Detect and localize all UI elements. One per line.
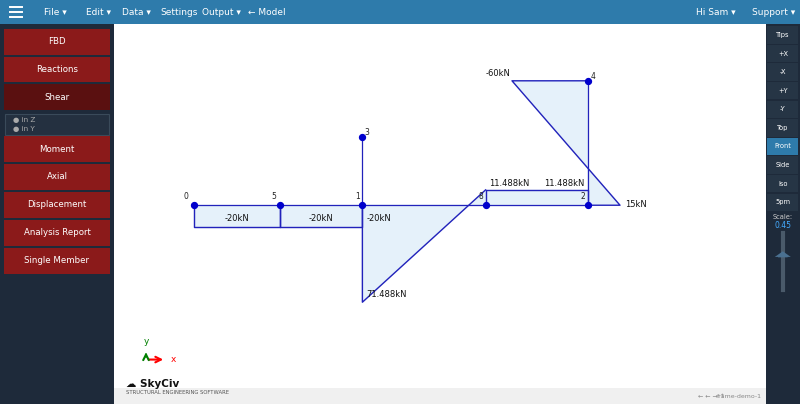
Text: Output ▾: Output ▾ bbox=[202, 8, 241, 17]
Polygon shape bbox=[280, 205, 362, 227]
Text: y: y bbox=[143, 337, 149, 346]
FancyBboxPatch shape bbox=[4, 192, 110, 218]
FancyBboxPatch shape bbox=[767, 63, 798, 81]
Text: 11.488kN: 11.488kN bbox=[489, 179, 529, 188]
Point bbox=[187, 202, 200, 208]
Text: File ▾: File ▾ bbox=[44, 8, 66, 17]
Text: ☁ SkyCiv: ☁ SkyCiv bbox=[126, 379, 179, 389]
Point bbox=[274, 202, 286, 208]
Text: 15kN: 15kN bbox=[625, 200, 646, 209]
Text: Hi Sam ▾: Hi Sam ▾ bbox=[696, 8, 736, 17]
Text: Axial: Axial bbox=[46, 173, 67, 181]
FancyBboxPatch shape bbox=[0, 0, 800, 24]
FancyBboxPatch shape bbox=[5, 114, 109, 135]
Point bbox=[582, 78, 594, 84]
Text: 5: 5 bbox=[271, 192, 276, 201]
FancyBboxPatch shape bbox=[767, 119, 798, 137]
Text: 1: 1 bbox=[355, 192, 360, 201]
Text: Single Member: Single Member bbox=[25, 256, 90, 265]
Text: frame-demo-1: frame-demo-1 bbox=[717, 394, 762, 399]
FancyBboxPatch shape bbox=[767, 175, 798, 192]
Polygon shape bbox=[362, 190, 486, 302]
FancyBboxPatch shape bbox=[4, 136, 110, 162]
Text: ● in Y: ● in Y bbox=[13, 126, 34, 132]
FancyBboxPatch shape bbox=[4, 164, 110, 190]
Text: 8: 8 bbox=[478, 192, 483, 201]
FancyBboxPatch shape bbox=[767, 45, 798, 62]
Text: -X: -X bbox=[779, 69, 786, 75]
Text: -60kN: -60kN bbox=[486, 69, 510, 78]
FancyBboxPatch shape bbox=[4, 220, 110, 246]
Text: -20kN: -20kN bbox=[366, 215, 391, 223]
Text: +X: +X bbox=[778, 50, 788, 57]
Text: -20kN: -20kN bbox=[309, 215, 334, 223]
Text: 0.45: 0.45 bbox=[774, 221, 791, 230]
Text: Support ▾: Support ▾ bbox=[752, 8, 795, 17]
FancyBboxPatch shape bbox=[767, 82, 798, 99]
Polygon shape bbox=[486, 190, 588, 205]
Text: STRUCTURAL ENGINEERING SOFTWARE: STRUCTURAL ENGINEERING SOFTWARE bbox=[126, 390, 229, 395]
FancyBboxPatch shape bbox=[767, 26, 798, 44]
Text: Displacement: Displacement bbox=[27, 200, 86, 209]
Text: -20kN: -20kN bbox=[225, 215, 249, 223]
Text: Data ▾: Data ▾ bbox=[122, 8, 150, 17]
Polygon shape bbox=[512, 81, 620, 205]
Text: Edit ▾: Edit ▾ bbox=[86, 8, 110, 17]
FancyBboxPatch shape bbox=[4, 29, 110, 55]
Text: 5pm: 5pm bbox=[775, 199, 790, 205]
FancyBboxPatch shape bbox=[4, 84, 110, 110]
Text: Settings: Settings bbox=[160, 8, 198, 17]
FancyBboxPatch shape bbox=[0, 24, 114, 404]
Text: Analysis Report: Analysis Report bbox=[23, 228, 90, 237]
Point bbox=[479, 202, 492, 208]
FancyBboxPatch shape bbox=[4, 57, 110, 82]
Text: Reactions: Reactions bbox=[36, 65, 78, 74]
FancyBboxPatch shape bbox=[4, 248, 110, 274]
Text: 2: 2 bbox=[581, 192, 586, 201]
Polygon shape bbox=[194, 205, 280, 227]
Text: FBD: FBD bbox=[48, 37, 66, 46]
FancyBboxPatch shape bbox=[767, 156, 798, 174]
FancyBboxPatch shape bbox=[766, 24, 800, 404]
Text: 0: 0 bbox=[183, 192, 188, 201]
Text: ← ← → ↑: ← ← → ↑ bbox=[698, 394, 725, 399]
Text: ← Model: ← Model bbox=[248, 8, 286, 17]
Text: Tips: Tips bbox=[776, 32, 790, 38]
Point bbox=[582, 202, 594, 208]
Text: ● in Z: ● in Z bbox=[13, 117, 35, 123]
Text: Moment: Moment bbox=[39, 145, 74, 154]
Text: 4: 4 bbox=[590, 72, 595, 81]
Text: 11.488kN: 11.488kN bbox=[544, 179, 584, 188]
Text: Top: Top bbox=[777, 125, 789, 131]
Text: 71.488kN: 71.488kN bbox=[366, 290, 407, 299]
Point bbox=[356, 134, 369, 141]
FancyBboxPatch shape bbox=[114, 24, 766, 404]
Text: Side: Side bbox=[776, 162, 790, 168]
Text: +Y: +Y bbox=[778, 88, 788, 94]
Text: Front: Front bbox=[774, 143, 791, 149]
FancyArrow shape bbox=[774, 251, 790, 257]
Text: Scale:: Scale: bbox=[773, 214, 793, 220]
Text: Iso: Iso bbox=[778, 181, 787, 187]
Text: x: x bbox=[171, 355, 176, 364]
Text: Shear: Shear bbox=[45, 93, 70, 102]
Text: 3: 3 bbox=[365, 128, 370, 137]
Text: -Y: -Y bbox=[780, 106, 786, 112]
FancyBboxPatch shape bbox=[767, 194, 798, 211]
Point bbox=[356, 202, 369, 208]
FancyBboxPatch shape bbox=[114, 388, 766, 404]
FancyBboxPatch shape bbox=[767, 138, 798, 155]
FancyBboxPatch shape bbox=[767, 101, 798, 118]
